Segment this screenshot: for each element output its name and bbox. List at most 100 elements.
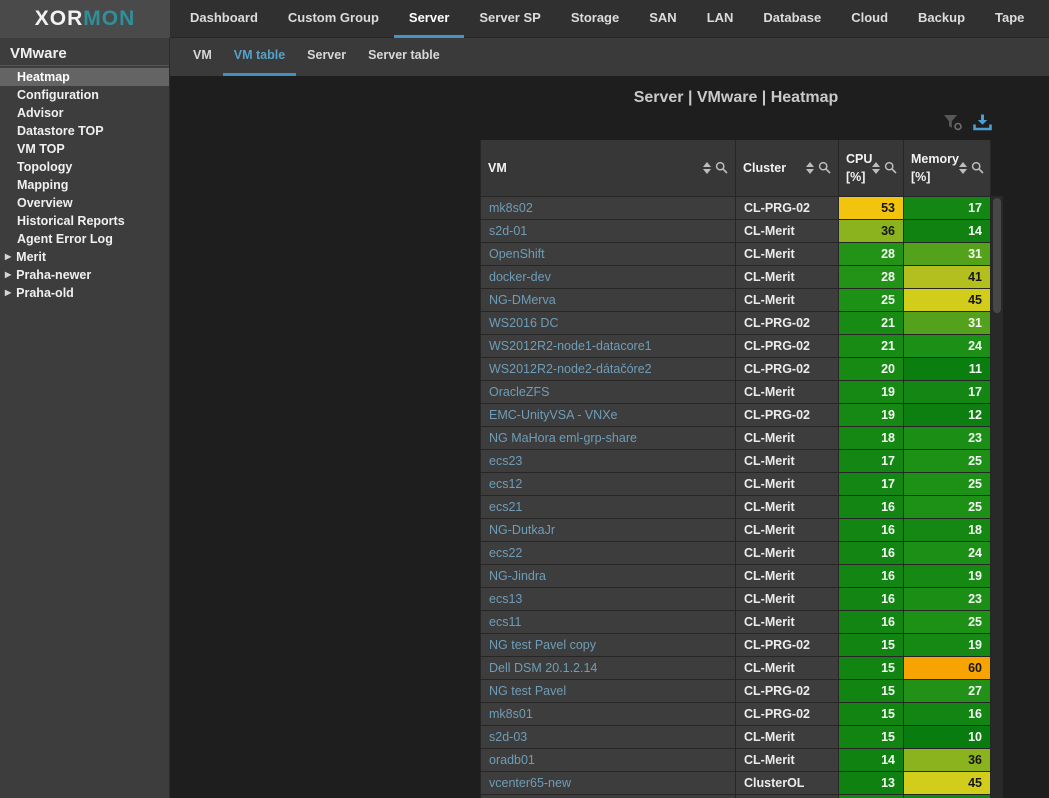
vm-link[interactable]: WS2016 DC <box>481 311 736 334</box>
heat-value-cell: 21 <box>839 334 904 357</box>
vm-link[interactable]: mk8s01 <box>481 702 736 725</box>
heat-value-cell: 19 <box>839 403 904 426</box>
heat-value-cell: 17 <box>839 472 904 495</box>
vm-link[interactable]: WS2012R2-node1-datacore1 <box>481 334 736 357</box>
heat-value-cell: 14 <box>904 219 991 242</box>
vm-link[interactable]: ecs11 <box>481 610 736 633</box>
nav-item-san[interactable]: SAN <box>634 0 691 38</box>
filter-clear-icon[interactable] <box>943 113 963 131</box>
sort-icon[interactable] <box>872 162 880 174</box>
vm-link[interactable]: ecs12 <box>481 472 736 495</box>
sidebar-item-label: Merit <box>16 250 46 264</box>
cluster-cell: CL-Merit <box>736 265 839 288</box>
sidebar-item-datastore-top[interactable]: Datastore TOP <box>0 122 169 140</box>
sidebar-item-merit[interactable]: ▶ Merit <box>0 248 169 266</box>
nav-item-custom-group[interactable]: Custom Group <box>273 0 394 38</box>
vm-link[interactable]: Dell DSM 20.1.2.14 <box>481 656 736 679</box>
tree-expand-arrow-icon[interactable]: ▶ <box>5 253 11 261</box>
heat-value-cell: 19 <box>904 633 991 656</box>
sidebar-title: VMware <box>0 38 169 66</box>
sidebar-item-vm-top[interactable]: VM TOP <box>0 140 169 158</box>
search-icon[interactable] <box>715 161 728 174</box>
heat-value-cell: 12 <box>904 403 991 426</box>
nav-item-dashboard[interactable]: Dashboard <box>175 0 273 38</box>
sidebar-item-overview[interactable]: Overview <box>0 194 169 212</box>
download-icon[interactable] <box>972 113 992 131</box>
table-row: ecs12CL-Merit1725 <box>481 472 991 495</box>
vm-link[interactable]: oradb01 <box>481 748 736 771</box>
table-row: NG-DMervaCL-Merit2545 <box>481 288 991 311</box>
sort-icon[interactable] <box>806 162 814 174</box>
sidebar-item-heatmap[interactable]: Heatmap <box>0 68 169 86</box>
sidebar-item-praha-newer[interactable]: ▶Praha-newer <box>0 266 169 284</box>
vm-link[interactable]: OpenShift <box>481 242 736 265</box>
sidebar-item-advisor[interactable]: Advisor <box>0 104 169 122</box>
vm-link[interactable]: NG-DMerva <box>481 288 736 311</box>
vm-link[interactable]: ecs23 <box>481 449 736 472</box>
cluster-cell: CL-Merit <box>736 564 839 587</box>
nav-item-backup[interactable]: Backup <box>903 0 980 38</box>
nav-item-cloud[interactable]: Cloud <box>836 0 903 38</box>
vm-link[interactable]: NG-Jindra <box>481 564 736 587</box>
cluster-cell: CL-PRG-02 <box>736 702 839 725</box>
cluster-cell: CL-Merit <box>736 449 839 472</box>
sidebar-item-historical-reports[interactable]: Historical Reports <box>0 212 169 230</box>
table-row: NG-DutkaJrCL-Merit1618 <box>481 518 991 541</box>
heat-value-cell: 24 <box>904 334 991 357</box>
heat-value-cell: 27 <box>904 679 991 702</box>
tab-vm[interactable]: VM <box>182 38 223 76</box>
vm-link[interactable]: ecs13 <box>481 587 736 610</box>
vm-link[interactable]: vcenter65-new <box>481 771 736 794</box>
cluster-cell: CL-PRG-02 <box>736 311 839 334</box>
logo[interactable]: XORMON <box>0 0 170 38</box>
nav-item-lan[interactable]: LAN <box>692 0 749 38</box>
column-label: VM <box>488 159 507 177</box>
tab-vm-table[interactable]: VM table <box>223 38 296 76</box>
sidebar-item-praha-old[interactable]: ▶Praha-old <box>0 284 169 302</box>
search-icon[interactable] <box>818 161 831 174</box>
tab-server[interactable]: Server <box>296 38 357 76</box>
vm-link[interactable]: WS2012R2-node2-dátačóre2 <box>481 357 736 380</box>
heat-value-cell: 28 <box>839 242 904 265</box>
nav-item-server[interactable]: Server <box>394 0 464 38</box>
vm-link[interactable]: mk8s02 <box>481 196 736 219</box>
vm-link[interactable]: s2d-01 <box>481 219 736 242</box>
table-row: OracleZFSCL-Merit1917 <box>481 380 991 403</box>
vm-link[interactable]: ecs22 <box>481 541 736 564</box>
sidebar-item-agent-error-log[interactable]: Agent Error Log <box>0 230 169 248</box>
sort-icon[interactable] <box>703 162 711 174</box>
cluster-cell: CL-Merit <box>736 426 839 449</box>
vm-link[interactable]: docker-dev <box>481 265 736 288</box>
vm-link[interactable]: NG MaHora eml-grp-share <box>481 426 736 449</box>
tree-expand-arrow-icon[interactable]: ▶ <box>5 271 11 279</box>
vm-link[interactable]: EMC-UnityVSA - VNXe <box>481 403 736 426</box>
search-icon[interactable] <box>884 161 897 174</box>
heat-value-cell: 36 <box>904 748 991 771</box>
tree-expand-arrow-icon[interactable]: ▶ <box>5 289 11 297</box>
heat-value-cell: 20 <box>839 357 904 380</box>
vm-link[interactable]: OracleZFS <box>481 380 736 403</box>
search-icon[interactable] <box>971 161 984 174</box>
sidebar-item-topology[interactable]: Topology <box>0 158 169 176</box>
cluster-cell: ClusterOL <box>736 771 839 794</box>
vm-link[interactable]: NG-DutkaJr <box>481 518 736 541</box>
table-row: ecs13CL-Merit1623 <box>481 587 991 610</box>
table-header: VMClusterCPU[%]Memory[%] <box>481 140 991 196</box>
nav-item-tape[interactable]: Tape <box>980 0 1039 38</box>
vm-link[interactable]: NG test Pavel copy <box>481 633 736 656</box>
nav-item-database[interactable]: Database <box>748 0 836 38</box>
table-row: ecs21CL-Merit1625 <box>481 495 991 518</box>
table-scrollbar-track[interactable] <box>991 196 1003 798</box>
sidebar-item-mapping[interactable]: Mapping <box>0 176 169 194</box>
tab-server-table[interactable]: Server table <box>357 38 451 76</box>
nav-item-server-sp[interactable]: Server SP <box>464 0 555 38</box>
sort-icon[interactable] <box>959 162 967 174</box>
vm-link[interactable]: NG test Pavel <box>481 679 736 702</box>
vm-link[interactable]: ecs21 <box>481 495 736 518</box>
table-row: ecs22CL-Merit1624 <box>481 541 991 564</box>
heat-value-cell: 31 <box>904 311 991 334</box>
vm-link[interactable]: s2d-03 <box>481 725 736 748</box>
table-scrollbar-thumb[interactable] <box>993 198 1001 313</box>
nav-item-storage[interactable]: Storage <box>556 0 634 38</box>
sidebar-item-configuration[interactable]: Configuration <box>0 86 169 104</box>
